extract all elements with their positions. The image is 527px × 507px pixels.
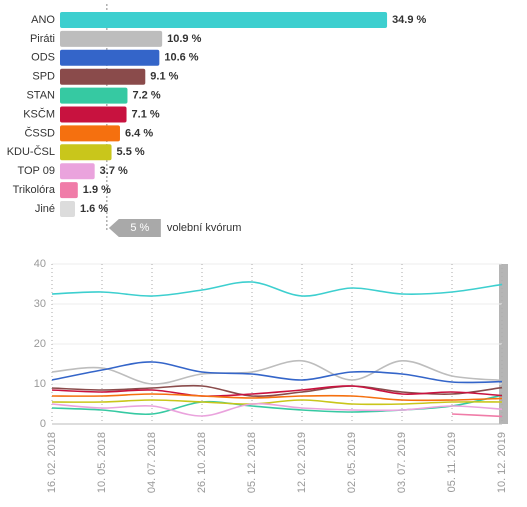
value-label: 10.9 % [167,33,201,45]
x-tick-label: 05. 11. 2019 [446,432,458,492]
series-line [51,281,503,297]
bar [60,87,128,104]
bar [60,182,78,199]
bar [60,125,120,142]
category-label: TOP 09 [17,165,55,177]
bar [60,30,163,47]
x-tick-label: 03. 07. 2019 [396,432,408,493]
x-tick-label: 05. 12. 2018 [246,432,258,493]
bar [60,68,146,85]
series-line [51,361,503,384]
current-marker [499,264,508,424]
x-tick-label: 02. 05. 2019 [346,432,358,493]
category-label: ČSSD [24,126,55,139]
value-label: 1.9 % [83,184,111,196]
value-label: 5.5 % [117,146,145,158]
value-label: 10.6 % [164,52,198,64]
threshold-text: volební kvórum [167,222,242,234]
value-label: 6.4 % [125,127,153,139]
x-tick-label: 12. 02. 2019 [296,432,308,493]
threshold-callout [108,219,161,237]
category-label: KDU-ČSL [7,145,55,158]
category-label: KSČM [23,107,55,120]
y-tick-label: 10 [34,378,46,390]
x-tick-label: 10. 12. 2019 [496,432,508,493]
category-label: Trikolóra [13,184,56,196]
value-label: 1.6 % [80,203,108,215]
y-tick-label: 0 [40,418,46,430]
series-line [51,385,503,397]
threshold-label: 5 % [130,222,149,234]
y-tick-label: 30 [34,298,46,310]
series-line [51,359,503,385]
x-tick-label: 10. 05. 2018 [96,432,108,493]
series-line [51,402,503,417]
value-label: 3.7 % [100,165,128,177]
value-label: 9.1 % [150,71,178,83]
category-label: ODS [31,52,55,64]
series-line [51,399,503,406]
category-label: ANO [31,14,55,26]
category-label: Piráti [30,33,55,45]
value-label: 7.2 % [132,90,160,102]
x-tick-label: 16. 02. 2018 [46,432,58,493]
category-label: SPD [32,71,55,83]
category-label: STAN [26,90,55,102]
bar [60,144,112,161]
x-tick-label: 26. 10. 2018 [196,432,208,493]
y-tick-label: 20 [34,338,46,350]
value-label: 34.9 % [392,14,426,26]
y-tick-label: 40 [34,258,46,270]
value-label: 7.1 % [132,108,160,120]
bar [60,12,388,28]
x-tick-label: 04. 07. 2018 [146,432,158,493]
category-label: Jiné [35,203,55,215]
bar [60,106,127,123]
series-line [51,393,503,402]
series-line [451,413,503,418]
bar [60,49,160,66]
bar [60,163,95,180]
bar [60,201,75,217]
